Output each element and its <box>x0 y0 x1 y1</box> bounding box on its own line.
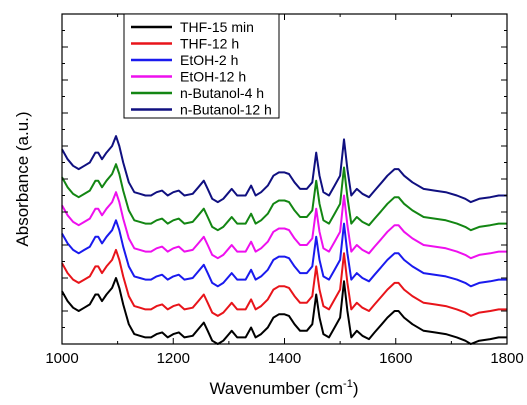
x-axis-title: Wavenumber (cm-1) <box>210 378 359 398</box>
x-tick-label: 1600 <box>379 350 412 367</box>
x-tick-labels: 1000 1200 1400 1600 1800 <box>45 350 523 367</box>
x-axis-title-sup: -1 <box>343 378 353 390</box>
y-axis-title: Absorbance (a.u.) <box>13 111 32 246</box>
legend-label-1: THF-12 h <box>180 36 239 52</box>
legend-label-0: THF-15 min <box>180 19 254 35</box>
x-tick-label: 1200 <box>157 350 190 367</box>
x-tick-label: 1000 <box>45 350 78 367</box>
series-line-3 <box>61 191 507 260</box>
series-line-0 <box>61 277 507 345</box>
x-axis-title-main: Wavenumber (cm <box>210 379 344 398</box>
series-line-2 <box>61 219 507 288</box>
series-line-4 <box>61 163 507 232</box>
x-axis-title-tail: ) <box>353 379 359 398</box>
series-line-1 <box>61 248 507 317</box>
legend-label-4: n-Butanol-4 h <box>180 85 264 101</box>
legend-label-3: EtOH-12 h <box>180 69 246 85</box>
x-tick-label: 1800 <box>490 350 523 367</box>
legend-box <box>123 13 280 119</box>
series-line-5 <box>61 135 507 204</box>
legend-label-2: EtOH-2 h <box>180 52 238 68</box>
plot-lines <box>61 135 507 345</box>
legend-label-5: n-Butanol-12 h <box>180 102 272 118</box>
x-tick-label: 1400 <box>268 350 301 367</box>
